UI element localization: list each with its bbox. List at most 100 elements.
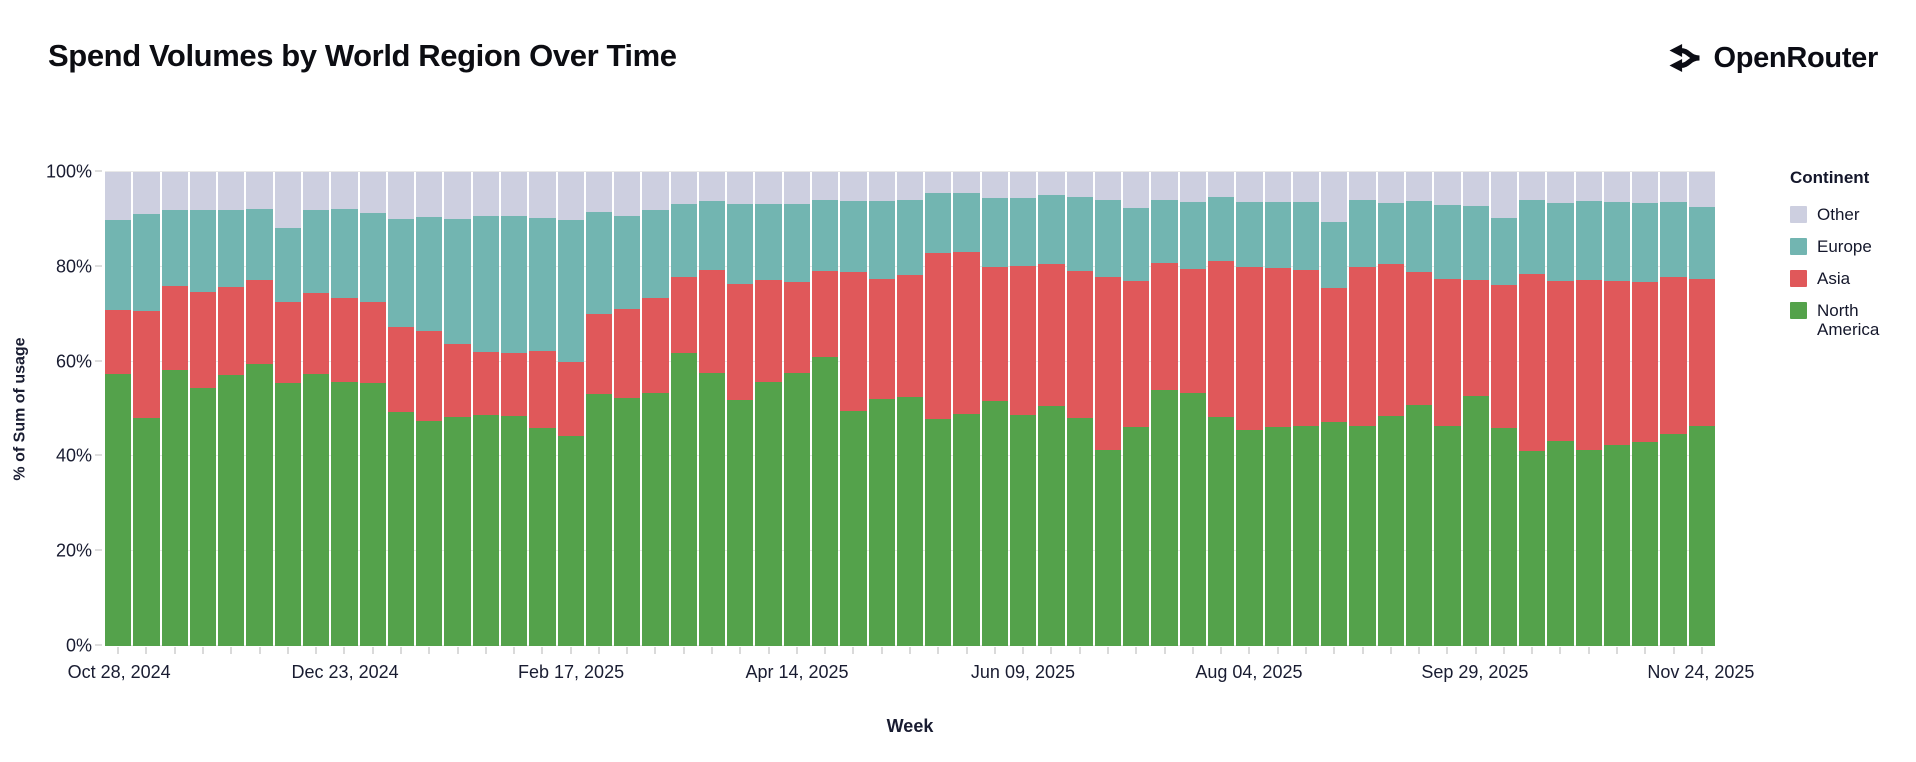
bar-segment-other[interactable]	[1123, 172, 1150, 208]
bar-segment-other[interactable]	[529, 172, 556, 219]
bar-week-nov-17-2025[interactable]	[1660, 172, 1687, 646]
legend-item-asia[interactable]: Asia	[1790, 269, 1916, 288]
bar-segment-north-america[interactable]	[1490, 427, 1518, 646]
bar-segment-other[interactable]	[1038, 172, 1065, 195]
bar-segment-europe[interactable]	[1094, 200, 1122, 278]
bar-week-sep-01-2025[interactable]	[1349, 172, 1376, 646]
bar-segment-asia[interactable]	[500, 353, 528, 416]
bar-segment-other[interactable]	[1434, 172, 1461, 206]
bar-segment-other[interactable]	[359, 172, 386, 213]
bar-segment-asia[interactable]	[1123, 281, 1150, 427]
bar-week-mar-10-2025[interactable]	[642, 172, 669, 646]
bar-segment-asia[interactable]	[1349, 267, 1376, 426]
bar-week-mar-31-2025[interactable]	[727, 172, 754, 646]
bar-segment-other[interactable]	[1179, 172, 1206, 203]
bar-segment-north-america[interactable]	[1688, 425, 1716, 646]
bar-segment-europe[interactable]	[1660, 202, 1687, 278]
bar-segment-north-america[interactable]	[755, 381, 782, 646]
bar-segment-other[interactable]	[1405, 172, 1433, 201]
bar-segment-europe[interactable]	[472, 215, 499, 353]
bar-segment-north-america[interactable]	[1377, 415, 1404, 646]
bar-segment-asia[interactable]	[472, 352, 499, 415]
bar-segment-north-america[interactable]	[642, 392, 669, 646]
bar-segment-other[interactable]	[500, 172, 528, 217]
bar-segment-asia[interactable]	[302, 293, 330, 374]
bar-week-aug-25-2025[interactable]	[1321, 172, 1348, 646]
bar-segment-europe[interactable]	[1632, 203, 1659, 282]
bar-segment-asia[interactable]	[1490, 285, 1518, 428]
bar-segment-north-america[interactable]	[868, 399, 895, 646]
bar-segment-north-america[interactable]	[953, 414, 980, 646]
bar-segment-europe[interactable]	[1490, 217, 1518, 286]
legend-item-europe[interactable]: Europe	[1790, 237, 1916, 256]
bar-segment-north-america[interactable]	[1405, 404, 1433, 646]
bar-segment-asia[interactable]	[1575, 280, 1602, 450]
bar-segment-north-america[interactable]	[359, 382, 386, 646]
bar-segment-north-america[interactable]	[387, 412, 415, 646]
bar-segment-asia[interactable]	[812, 270, 839, 358]
bar-segment-other[interactable]	[1490, 172, 1518, 218]
bar-segment-other[interactable]	[1519, 172, 1546, 201]
bar-segment-north-america[interactable]	[246, 363, 273, 646]
bar-week-dec-02-2024[interactable]	[246, 172, 273, 646]
bar-segment-other[interactable]	[670, 172, 697, 205]
bar-week-aug-11-2025[interactable]	[1264, 172, 1291, 646]
bar-segment-other[interactable]	[868, 172, 895, 201]
bar-week-nov-10-2025[interactable]	[1632, 172, 1659, 646]
bar-segment-north-america[interactable]	[302, 373, 330, 646]
bar-segment-europe[interactable]	[1321, 222, 1348, 289]
bar-week-jan-27-2025[interactable]	[472, 172, 499, 646]
bar-segment-other[interactable]	[1151, 172, 1178, 201]
bar-segment-north-america[interactable]	[1207, 416, 1235, 646]
bar-week-oct-06-2025[interactable]	[1490, 172, 1518, 646]
bar-segment-europe[interactable]	[1179, 202, 1206, 270]
bar-segment-europe[interactable]	[133, 214, 160, 312]
bar-segment-other[interactable]	[1547, 172, 1574, 203]
bar-segment-other[interactable]	[331, 172, 358, 209]
bar-segment-other[interactable]	[1660, 172, 1687, 203]
bar-segment-europe[interactable]	[1603, 202, 1631, 282]
bar-week-dec-16-2024[interactable]	[302, 172, 330, 646]
bar-segment-north-america[interactable]	[1603, 444, 1631, 646]
bar-segment-asia[interactable]	[1603, 281, 1631, 445]
bar-segment-other[interactable]	[189, 172, 217, 211]
bar-segment-other[interactable]	[585, 172, 613, 212]
bar-week-nov-24-2025[interactable]	[1688, 172, 1716, 646]
bar-segment-asia[interactable]	[331, 297, 358, 382]
bar-segment-north-america[interactable]	[585, 393, 613, 646]
bar-segment-asia[interactable]	[783, 281, 811, 373]
bar-segment-north-america[interactable]	[1010, 415, 1037, 646]
bar-segment-asia[interactable]	[105, 310, 132, 374]
bar-segment-north-america[interactable]	[1066, 417, 1093, 646]
bar-week-jul-14-2025[interactable]	[1151, 172, 1178, 646]
bar-segment-other[interactable]	[1010, 172, 1037, 198]
bar-segment-europe[interactable]	[218, 209, 245, 288]
bar-week-nov-25-2024[interactable]	[218, 172, 245, 646]
bar-segment-europe[interactable]	[614, 215, 641, 310]
bar-week-jun-16-2025[interactable]	[1038, 172, 1065, 646]
bar-segment-other[interactable]	[1462, 172, 1489, 207]
bar-segment-europe[interactable]	[529, 218, 556, 351]
bar-segment-asia[interactable]	[161, 286, 188, 370]
bar-segment-other[interactable]	[1603, 172, 1631, 203]
bar-segment-europe[interactable]	[585, 211, 613, 314]
bar-week-mar-24-2025[interactable]	[698, 172, 726, 646]
bar-segment-other[interactable]	[444, 172, 471, 220]
bar-segment-asia[interactable]	[1519, 274, 1546, 451]
bar-segment-north-america[interactable]	[472, 414, 499, 646]
bar-segment-other[interactable]	[133, 172, 160, 215]
bar-segment-europe[interactable]	[557, 220, 584, 363]
bar-week-feb-03-2025[interactable]	[500, 172, 528, 646]
bar-segment-europe[interactable]	[274, 227, 301, 303]
bar-week-mar-03-2025[interactable]	[614, 172, 641, 646]
bar-segment-asia[interactable]	[896, 274, 924, 398]
bar-segment-north-america[interactable]	[500, 415, 528, 646]
bar-week-feb-10-2025[interactable]	[529, 172, 556, 646]
bar-segment-north-america[interactable]	[557, 435, 584, 646]
bar-segment-other[interactable]	[274, 172, 301, 228]
bar-week-sep-08-2025[interactable]	[1377, 172, 1404, 646]
bar-segment-europe[interactable]	[812, 199, 839, 271]
bar-segment-north-america[interactable]	[783, 372, 811, 646]
bar-segment-other[interactable]	[557, 172, 584, 221]
bar-week-jun-30-2025[interactable]	[1094, 172, 1122, 646]
